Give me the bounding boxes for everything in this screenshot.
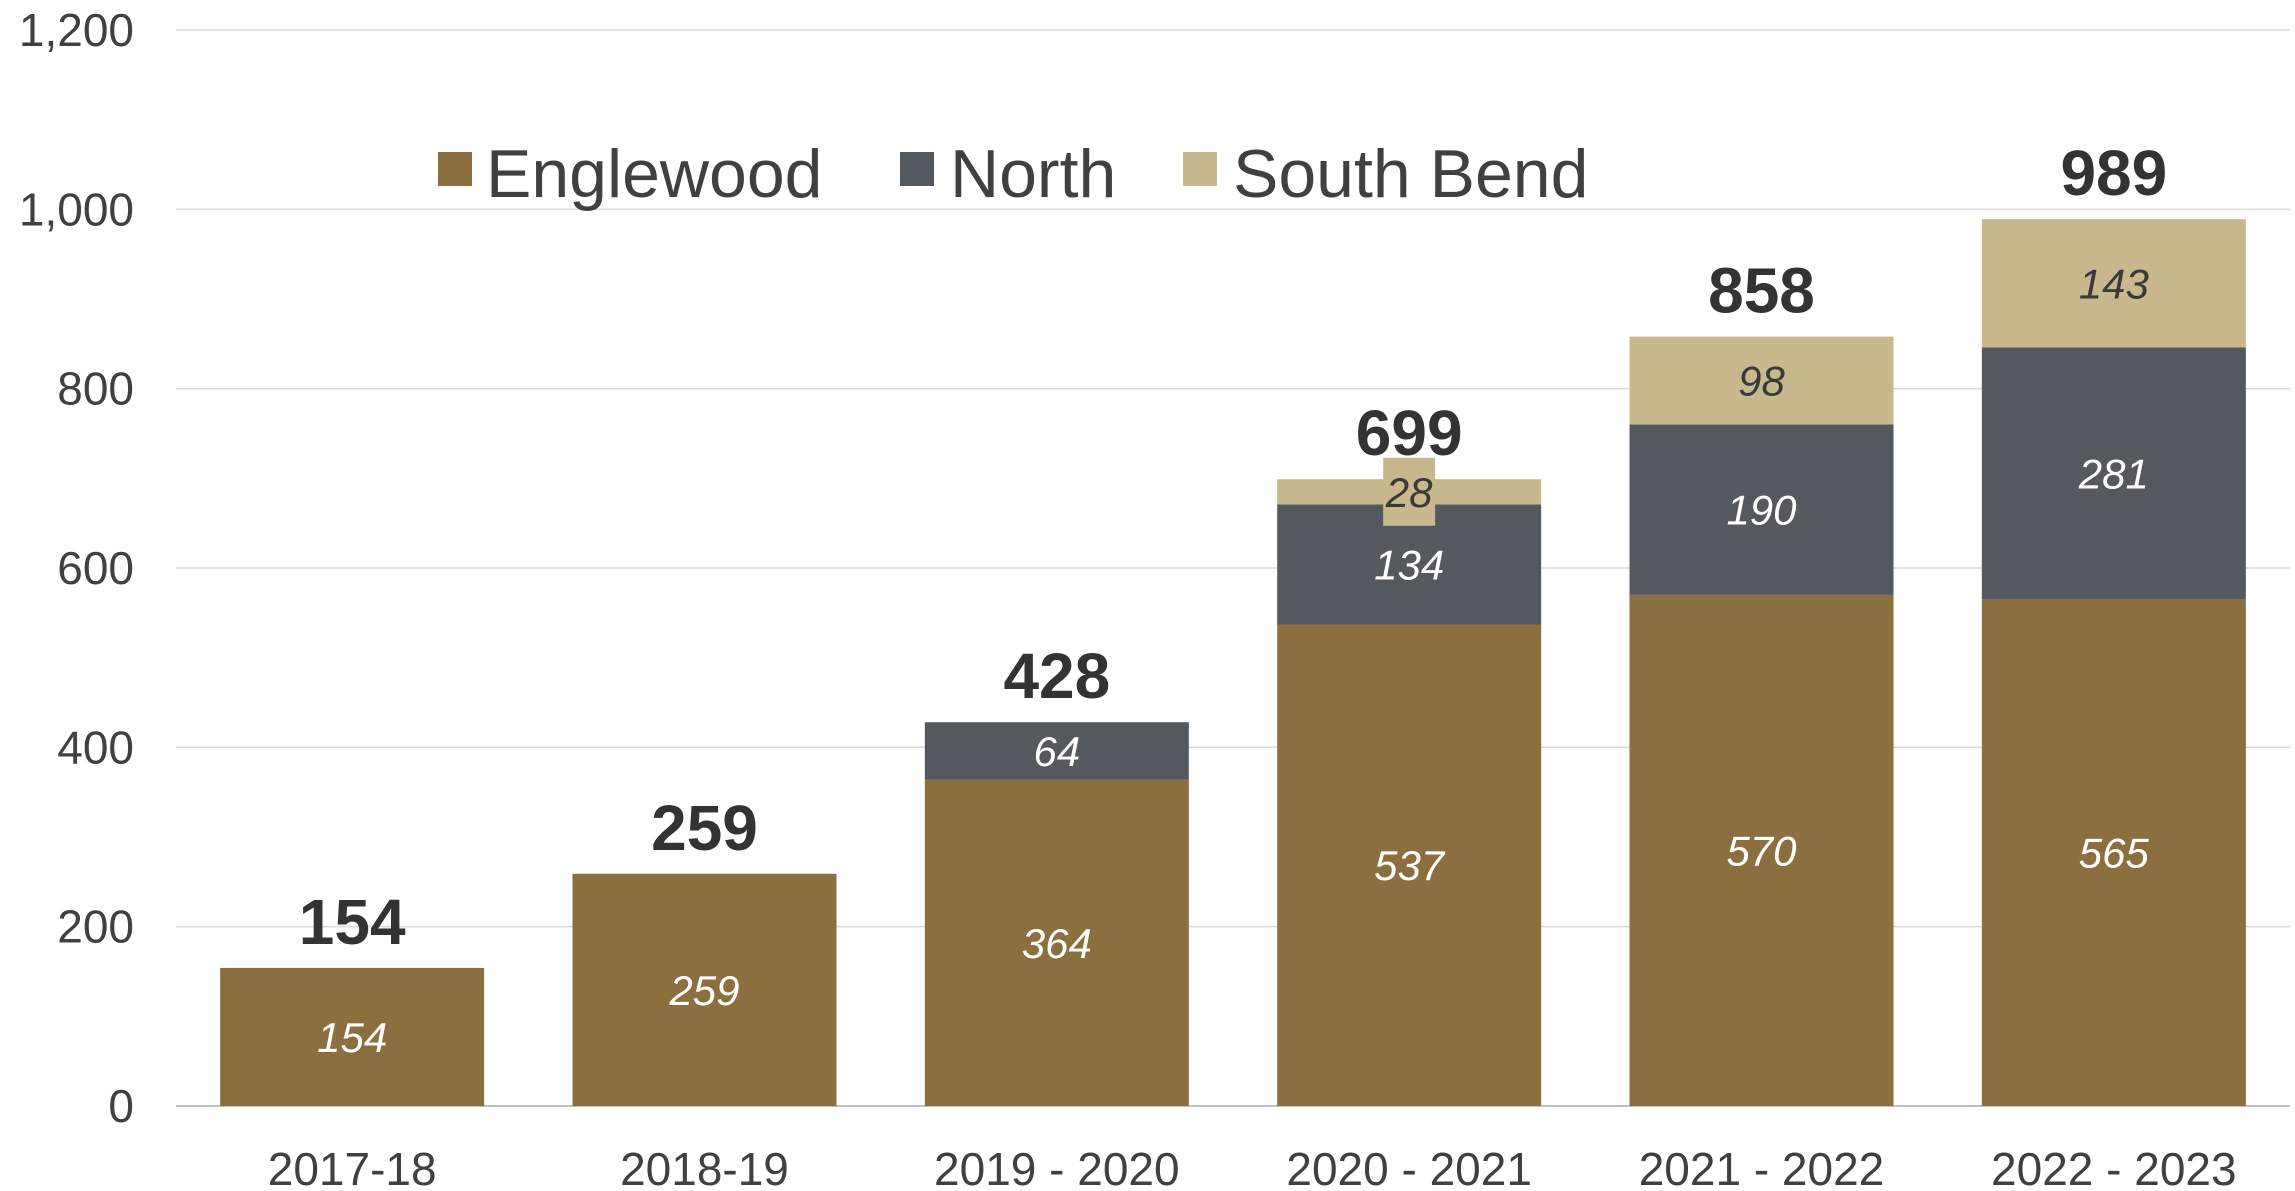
legend-swatch bbox=[900, 152, 934, 186]
x-tick-label: 2021 - 2022 bbox=[1639, 1143, 1885, 1191]
x-tick-label: 2022 - 2023 bbox=[1991, 1143, 2237, 1191]
y-tick-label: 600 bbox=[57, 542, 134, 594]
segment-label: 143 bbox=[2079, 260, 2149, 307]
legend-label: South Bend bbox=[1233, 136, 1588, 212]
x-tick-label: 2020 - 2021 bbox=[1286, 1143, 1532, 1191]
bar-segment bbox=[1981, 347, 2246, 600]
total-label: 259 bbox=[651, 792, 758, 864]
bar-segment bbox=[572, 873, 837, 1106]
legend-label: North bbox=[950, 136, 1116, 212]
y-tick-label: 200 bbox=[57, 901, 134, 953]
segment-label: 537 bbox=[1374, 842, 1446, 889]
bar-segment bbox=[1629, 424, 1894, 595]
segment-label: 154 bbox=[317, 1014, 387, 1061]
bar-segment bbox=[924, 779, 1189, 1106]
y-tick-label: 1,200 bbox=[19, 4, 134, 56]
segment-label: 570 bbox=[1726, 827, 1797, 874]
legend-swatch bbox=[438, 152, 472, 186]
bar-segment bbox=[924, 722, 1189, 780]
segment-label-box bbox=[1383, 457, 1436, 526]
segment-label: 364 bbox=[1022, 920, 1092, 967]
x-tick-label: 2018-19 bbox=[620, 1143, 789, 1191]
segment-label: 28 bbox=[1385, 469, 1433, 516]
segment-label: 98 bbox=[1738, 358, 1785, 405]
y-tick-label: 1,000 bbox=[19, 183, 134, 235]
legend-swatch bbox=[1183, 152, 1217, 186]
legend-label: Englewood bbox=[486, 136, 822, 212]
total-label: 858 bbox=[1708, 255, 1815, 327]
segment-label: 134 bbox=[1374, 541, 1444, 588]
x-tick-label: 2019 - 2020 bbox=[934, 1143, 1180, 1191]
segment-label: 190 bbox=[1726, 487, 1797, 534]
total-label: 989 bbox=[2060, 137, 2167, 209]
bar-segment bbox=[1981, 599, 2246, 1106]
x-tick-label: 2017-18 bbox=[268, 1143, 437, 1191]
segment-label: 259 bbox=[668, 967, 739, 1014]
bar-segment bbox=[1629, 594, 1894, 1106]
segment-label: 565 bbox=[2079, 830, 2150, 877]
total-label: 699 bbox=[1356, 397, 1463, 469]
bar-segment bbox=[1981, 219, 2246, 348]
y-tick-label: 400 bbox=[57, 721, 134, 773]
y-tick-label: 800 bbox=[57, 363, 134, 415]
total-label: 154 bbox=[299, 886, 406, 958]
bar-segment bbox=[1277, 624, 1542, 1106]
total-label: 428 bbox=[1003, 640, 1110, 712]
bar-segment bbox=[220, 967, 485, 1106]
segment-label: 64 bbox=[1033, 728, 1080, 775]
segment-label: 281 bbox=[2078, 450, 2149, 497]
y-tick-label: 0 bbox=[108, 1080, 134, 1132]
bar-segment bbox=[1629, 336, 1894, 425]
